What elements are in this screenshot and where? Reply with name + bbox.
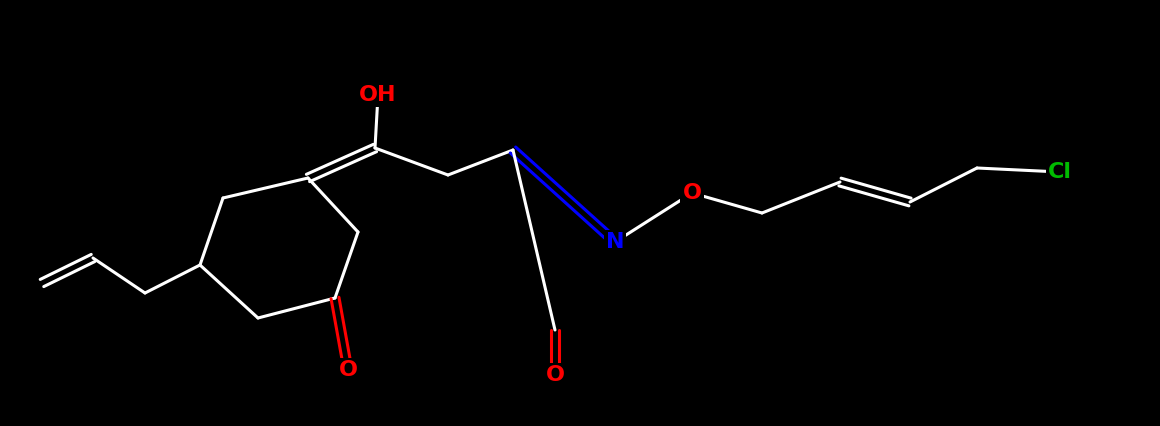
- Text: OH: OH: [360, 85, 397, 105]
- Text: N: N: [606, 232, 624, 252]
- Text: O: O: [682, 183, 702, 203]
- Text: O: O: [339, 360, 357, 380]
- Text: O: O: [545, 365, 565, 385]
- Text: Cl: Cl: [1047, 162, 1072, 182]
